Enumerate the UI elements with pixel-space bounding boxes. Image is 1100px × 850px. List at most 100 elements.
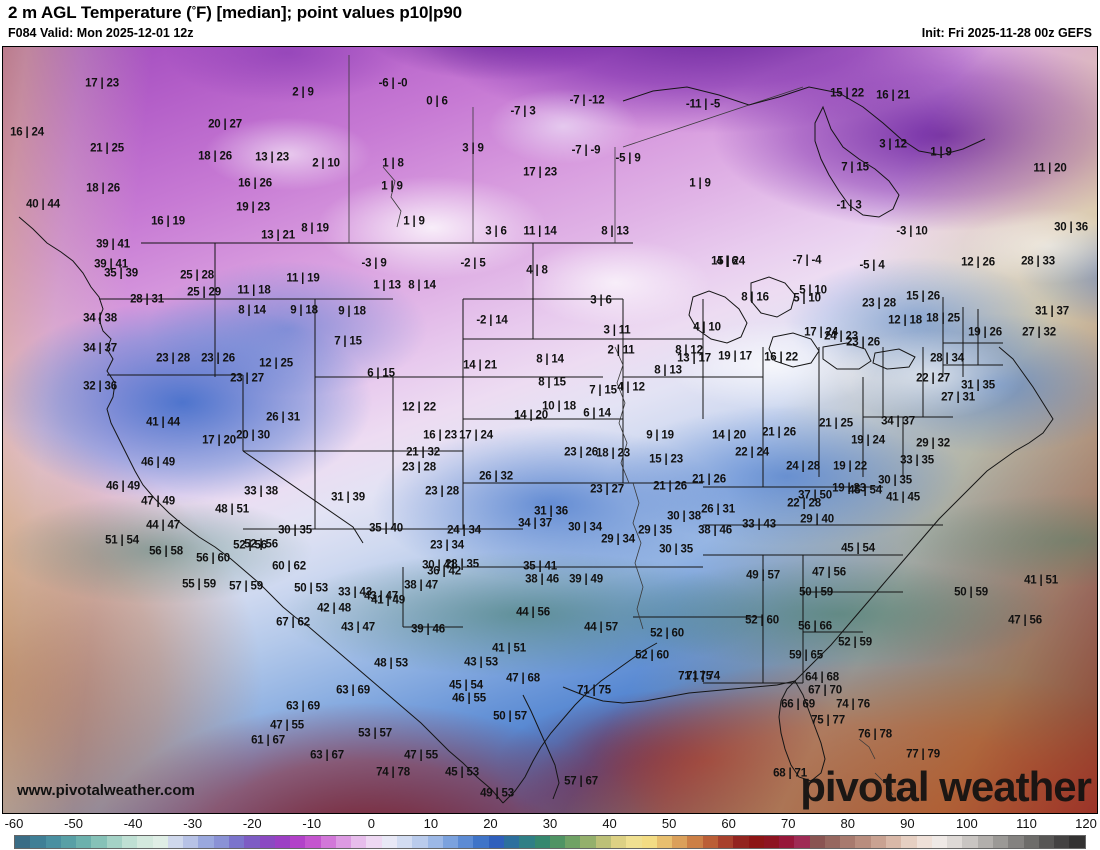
colorbar-swatch: [351, 836, 367, 848]
point-value-label: 2 | 10: [312, 157, 340, 170]
point-value-label: 19 | 22: [833, 460, 867, 473]
colorbar-swatch: [198, 836, 214, 848]
point-value-label: 17 | 20: [202, 434, 236, 447]
point-value-label: 47 | 49: [141, 495, 175, 508]
point-value-label: 52 | 56: [244, 538, 278, 551]
point-value-label: 1 | 8: [382, 157, 404, 170]
point-value-label: 53 | 57: [358, 727, 392, 740]
colorbar-swatch: [213, 836, 229, 848]
colorbar-swatch: [977, 836, 993, 848]
colorbar-tick-label: -10: [302, 816, 322, 831]
colorbar-swatch: [458, 836, 474, 848]
point-value-label: 35 | 40: [369, 522, 403, 535]
colorbar-swatch: [748, 836, 764, 848]
point-value-label: 34 | 38: [83, 312, 117, 325]
colorbar-swatch: [91, 836, 107, 848]
title-text-post: F) [median]; point values p10|p90: [196, 3, 462, 22]
weather-map[interactable]: 17 | 23 2 | 9 -6 | -0 0 | 6 -7 | 3 -7 | -12 -1…: [2, 46, 1098, 814]
temp-field-atlantic: [3, 47, 1097, 813]
point-value-label: 24 | 34: [447, 524, 481, 537]
colorbar-swatch: [580, 836, 596, 848]
point-value-label: 75 | 77: [811, 714, 845, 727]
colorbar-tick-label: 100: [956, 816, 978, 831]
point-value-label: 43 | 47: [341, 621, 375, 634]
point-value-label: 26 | 32: [479, 470, 513, 483]
colorbar-swatch: [488, 836, 504, 848]
point-value-label: 30 | 38: [667, 510, 701, 523]
point-value-label: 45 | 54: [449, 679, 483, 692]
point-value-label: 18 | 26: [198, 150, 232, 163]
colorbar-swatch: [76, 836, 92, 848]
point-value-label: 46 | 49: [141, 456, 175, 469]
point-value-label: 4 | 6: [716, 255, 738, 268]
point-value-label: 4 | 12: [617, 381, 645, 394]
point-value-label: 22 | 28: [787, 497, 821, 510]
point-value-label: 34 | 37: [518, 517, 552, 530]
point-value-label: 21 | 26: [762, 426, 796, 439]
point-value-label: 47 | 56: [812, 566, 846, 579]
colorbar-swatch: [870, 836, 887, 848]
point-value-label: 28 | 34: [930, 352, 964, 365]
point-value-label: 74 | 76: [836, 698, 870, 711]
point-value-label: 51 | 54: [105, 534, 139, 547]
colorbar-swatch: [947, 836, 963, 848]
colorbar-tick-label: -30: [183, 816, 203, 831]
point-value-label: 12 | 25: [259, 357, 293, 370]
colorbar-swatch: [717, 836, 734, 848]
colorbar-swatch: [993, 836, 1009, 848]
colorbar-tick-label: 80: [840, 816, 855, 831]
point-value-label: 4 | 10: [693, 321, 721, 334]
colorbar-swatch: [167, 836, 184, 848]
point-value-label: 34 | 37: [83, 342, 117, 355]
colorbar-tick-label: 10: [423, 816, 439, 831]
point-value-label: 38 | 46: [698, 524, 732, 537]
colorbar-swatch: [1069, 836, 1085, 848]
point-value-label: 33 | 35: [900, 454, 934, 467]
point-value-label: 50 | 59: [799, 586, 833, 599]
point-value-label: 37 | 50: [798, 489, 832, 502]
colorbar-swatch: [641, 836, 657, 848]
point-value-label: 13 | 23: [255, 151, 289, 164]
point-value-label: 56 | 66: [798, 620, 832, 633]
point-value-label: 27 | 32: [1022, 326, 1056, 339]
point-value-label: 1 | 9: [930, 146, 952, 159]
point-value-label: 63 | 69: [286, 700, 320, 713]
point-value-label: 17 | 23: [85, 77, 119, 90]
point-value-label: 16 | 23: [423, 429, 457, 442]
point-value-label: 16 | 21: [876, 89, 910, 102]
point-value-label: 23 | 34: [430, 539, 464, 552]
colorbar-swatch: [855, 836, 871, 848]
point-value-label: 3 | 6: [590, 294, 612, 307]
point-value-label: 7 | 15: [334, 335, 362, 348]
point-value-label: -7 | -9: [571, 144, 601, 157]
point-value-label: 11 | 18: [237, 284, 271, 297]
temp-field-white-ribbon: [3, 47, 1097, 813]
point-value-label: 8 | 15: [538, 376, 566, 389]
point-value-label: 31 | 37: [1035, 305, 1069, 318]
colorbar-tick-label: 120: [1075, 816, 1097, 831]
colorbar-ticks: -60 -50 -40 -30 -20 -10 0 10 20 30 40 50 60 70 80 90 100…: [0, 815, 1100, 834]
colorbar-swatch: [121, 836, 138, 848]
point-value-label: 39 | 41: [94, 258, 128, 271]
temp-field-cold-core: [3, 47, 1097, 813]
point-value-label: 30 | 35: [878, 474, 912, 487]
point-value-label: 14 | 20: [514, 409, 548, 422]
point-value-label: 45 | 53: [445, 766, 479, 779]
header-bar: 2 m AGL Temperature (°F) [median]; point…: [0, 0, 1100, 46]
point-value-label: -6 | -0: [378, 77, 408, 90]
colorbar-swatch: [901, 836, 917, 848]
point-value-label: 6 | 14: [583, 407, 611, 420]
point-value-label: 16 | 24: [10, 126, 44, 139]
colorbar-gradient[interactable]: [14, 835, 1086, 849]
point-value-label: 41 | 49: [371, 594, 405, 607]
point-value-label: 43 | 47: [364, 590, 398, 603]
point-value-label: 39 | 41: [96, 238, 130, 251]
point-value-label: 6 | 15: [367, 367, 395, 380]
colorbar-tick-label: -60: [4, 816, 24, 831]
point-value-label: 50 | 59: [954, 586, 988, 599]
colorbar-swatch: [290, 836, 306, 848]
point-value-label: 30 | 41: [422, 559, 456, 572]
point-value-label: 19 | 23: [236, 201, 270, 214]
map-canvas: 17 | 23 2 | 9 -6 | -0 0 | 6 -7 | 3 -7 | -12 -1…: [3, 47, 1097, 813]
point-value-label: 18 | 23: [596, 447, 630, 460]
